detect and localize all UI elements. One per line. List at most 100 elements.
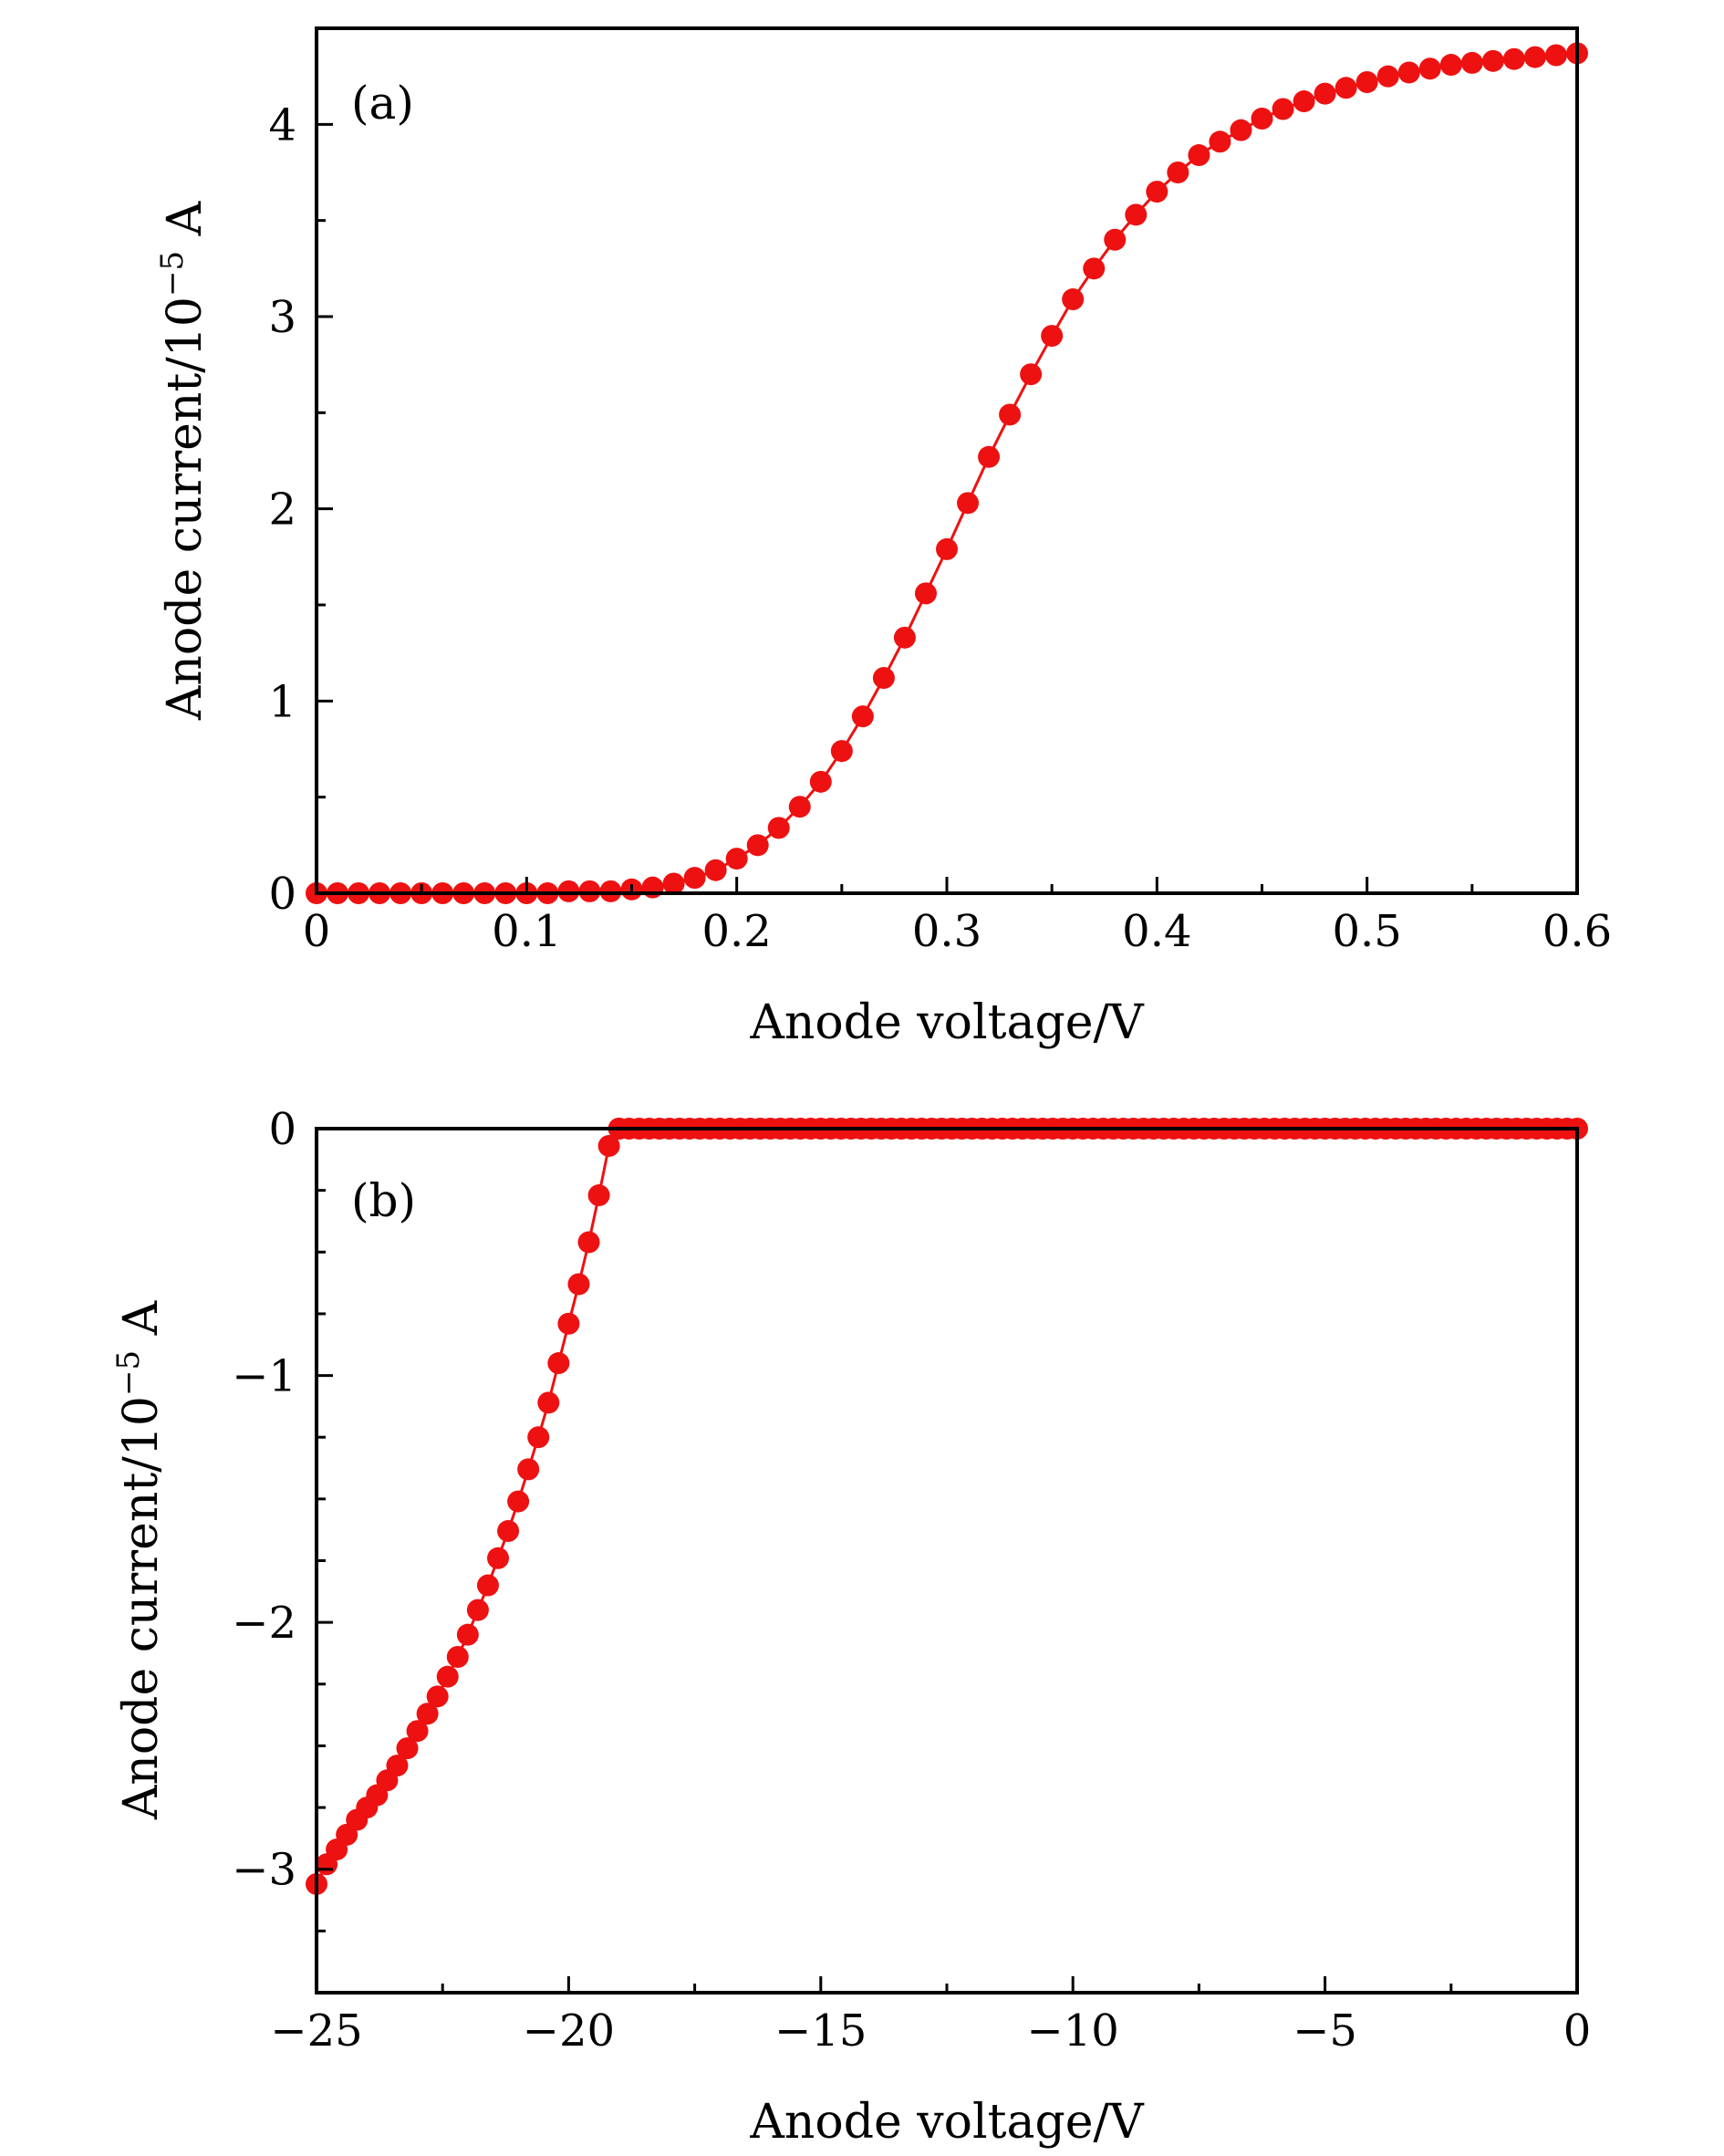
data-point	[597, 1134, 620, 1157]
series-line-a-0	[317, 51, 1578, 895]
data-point	[1167, 161, 1189, 183]
data-point	[914, 582, 937, 605]
data-point	[517, 1458, 540, 1481]
x-tick-label: 0.1	[492, 906, 561, 957]
data-point	[436, 1665, 459, 1688]
panel-b-ylabel: Anode current/10−5 A	[110, 1299, 169, 1820]
panel-b-ylabel-unit: A	[114, 1299, 169, 1350]
data-point	[476, 1574, 499, 1597]
panel-a-ylabel: Anode current/10−5 A	[154, 200, 213, 721]
data-point	[1104, 228, 1127, 251]
data-point	[1020, 363, 1043, 386]
data-point	[1146, 181, 1168, 203]
panel-b-ylabel-exponent: −5	[110, 1350, 147, 1396]
x-tick-label: −20	[523, 2005, 615, 2057]
data-point	[1251, 108, 1273, 130]
data-point	[396, 1737, 419, 1760]
x-tick-label: −5	[1293, 2005, 1357, 2057]
y-tick-label: 2	[268, 484, 296, 536]
data-point	[426, 1685, 449, 1708]
y-tick-label: 0	[268, 869, 296, 920]
data-point	[527, 1426, 550, 1449]
data-point	[567, 1273, 590, 1296]
data-point	[416, 1703, 439, 1725]
x-tick-label: 0	[1563, 2005, 1592, 2057]
x-tick-label: −10	[1027, 2005, 1119, 2057]
panel-a-xlabel: Anode voltage/V	[749, 995, 1145, 1050]
data-point	[662, 872, 685, 895]
panel-b-marks	[306, 1118, 1588, 1895]
data-point	[767, 817, 790, 839]
x-tick-label: 0.4	[1122, 906, 1191, 957]
panel-a-ylabel-exponent: −5	[154, 251, 191, 297]
panel-a-marks	[306, 42, 1588, 904]
data-point	[1230, 119, 1252, 141]
panel-b: −25 −20 −15 −10 −5 0−3−2−10 (b) Anode voltage…	[110, 1104, 1591, 2150]
data-point	[788, 796, 811, 818]
data-point	[1062, 288, 1085, 311]
data-point	[872, 667, 895, 690]
x-tick-label: −25	[270, 2005, 362, 2057]
data-point	[537, 1391, 560, 1414]
data-point	[1355, 70, 1378, 93]
panel-b-xlabel: Anode voltage/V	[749, 2095, 1145, 2150]
panel-a: 0 0.1 0.2 0.3 0.4 0.5 0.6 0 1 2 3 4 (a) Anode volta…	[154, 26, 1612, 1050]
panel-b-label: (b)	[351, 1174, 416, 1227]
data-point	[1314, 82, 1336, 105]
x-tick-label: 0.5	[1332, 906, 1401, 957]
data-point	[1188, 144, 1210, 167]
data-point	[978, 445, 1001, 468]
x-tick-label: 0.3	[912, 906, 981, 957]
y-tick-label: 0	[268, 1104, 296, 1155]
panel-a-label: (a)	[351, 77, 414, 130]
data-point	[1125, 203, 1148, 226]
data-point	[851, 705, 874, 728]
panel-a-ylabel-main: Anode current/10	[158, 297, 213, 721]
data-point	[599, 880, 622, 902]
data-point	[1439, 54, 1462, 77]
data-point	[456, 1623, 479, 1646]
x-tick-label: 0.2	[701, 906, 771, 957]
data-point	[809, 770, 832, 793]
data-point	[507, 1490, 530, 1513]
data-point	[746, 834, 769, 857]
data-point	[704, 859, 727, 881]
data-point	[577, 1231, 600, 1254]
data-point	[1083, 257, 1106, 280]
data-point	[386, 1755, 409, 1777]
data-point	[999, 403, 1022, 426]
data-point	[1272, 98, 1294, 120]
data-point	[830, 740, 853, 763]
data-point	[1397, 61, 1420, 84]
data-point	[487, 1547, 510, 1569]
panel-b-ticks: −25 −20 −15 −10 −5 0−3−2−10	[232, 1104, 1591, 2057]
data-point	[466, 1599, 489, 1621]
data-point	[1335, 77, 1357, 99]
y-tick-label: 1	[268, 676, 296, 727]
panel-a-ylabel-unit: A	[158, 200, 213, 251]
data-point	[683, 867, 706, 890]
y-tick-label: −3	[232, 1845, 296, 1896]
x-tick-label: 0.6	[1542, 906, 1612, 957]
x-tick-label: 0	[303, 906, 331, 957]
data-point	[725, 848, 748, 870]
data-point	[406, 1720, 429, 1743]
data-point	[1293, 90, 1315, 113]
data-point	[1502, 47, 1525, 70]
data-point	[1418, 57, 1441, 80]
data-point	[557, 1312, 580, 1335]
data-point	[893, 626, 916, 649]
y-tick-label: −2	[232, 1598, 296, 1649]
data-point	[936, 537, 958, 560]
panel-b-ylabel-main: Anode current/10	[114, 1396, 169, 1820]
x-tick-label: −15	[774, 2005, 867, 2057]
y-tick-label: −1	[232, 1351, 296, 1402]
data-point	[1460, 51, 1483, 74]
data-point	[1209, 130, 1231, 153]
data-point	[446, 1646, 469, 1669]
panel-a-ticks: 0 0.1 0.2 0.3 0.4 0.5 0.6 0 1 2 3 4	[268, 26, 1612, 957]
data-point	[497, 1520, 520, 1543]
panel-a-frame	[315, 26, 1579, 895]
y-tick-label: 4	[268, 99, 296, 151]
